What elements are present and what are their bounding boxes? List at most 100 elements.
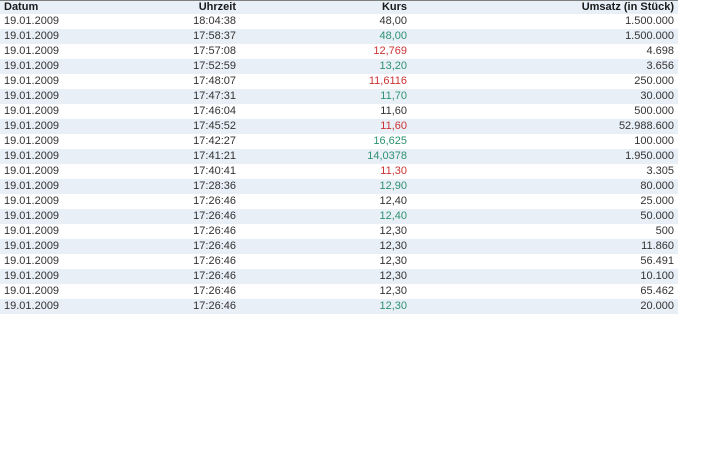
cell-umsatz: 80.000 — [411, 179, 678, 194]
cell-kurs: 11,60 — [240, 119, 411, 134]
cell-uhrzeit: 17:26:46 — [193, 195, 236, 207]
cell-uhrzeit: 17:40:41 — [193, 165, 236, 177]
cell-kurs: 12,40 — [379, 195, 407, 207]
cell-umsatz: 1.500.000 — [625, 15, 674, 27]
cell-uhrzeit: 17:48:07 — [193, 75, 236, 87]
cell-uhrzeit: 17:26:46 — [193, 225, 236, 237]
column-header-umsatz: Umsatz (in Stück) — [411, 0, 678, 14]
table-row: 19.01.2009 17:26:46 12,30 10.100 — [0, 269, 678, 284]
cell-umsatz: 3.305 — [646, 165, 674, 177]
cell-umsatz: 50.000 — [411, 209, 678, 224]
cell-datum: 19.01.2009 — [0, 149, 170, 164]
table-row: 19.01.2009 17:26:46 12,30 20.000 — [0, 299, 678, 314]
cell-uhrzeit: 17:26:46 — [170, 209, 240, 224]
cell-umsatz: 11.860 — [411, 239, 678, 254]
cell-kurs: 12,30 — [240, 239, 411, 254]
cell-datum: 19.01.2009 — [0, 269, 170, 284]
table-row: 19.01.2009 17:48:07 11,6116 250.000 — [0, 74, 678, 89]
cell-umsatz: 100.000 — [634, 135, 674, 147]
cell-kurs: 11,30 — [380, 165, 407, 177]
cell-kurs: 14,0378 — [240, 149, 411, 164]
cell-datum: 19.01.2009 — [0, 89, 170, 104]
cell-datum: 19.01.2009 — [4, 75, 60, 87]
cell-umsatz: 4.698 — [646, 45, 674, 57]
cell-kurs: 48,00 — [240, 29, 411, 44]
cell-datum: 19.01.2009 — [4, 165, 60, 177]
cell-umsatz: 1.950.000 — [411, 149, 678, 164]
cell-umsatz: 3.656 — [411, 59, 678, 74]
table-row: 19.01.2009 18:04:38 48,00 1.500.000 — [0, 14, 678, 29]
cell-uhrzeit: 17:46:04 — [193, 105, 236, 117]
table-row: 19.01.2009 17:28:36 12,90 80.000 — [0, 179, 678, 194]
cell-umsatz: 65.462 — [640, 285, 674, 297]
table-row: 19.01.2009 17:40:41 11,30 3.305 — [0, 164, 678, 179]
cell-kurs: 12,30 — [379, 255, 407, 267]
cell-uhrzeit: 17:26:46 — [193, 255, 236, 267]
cell-kurs: 12,40 — [240, 209, 411, 224]
table-row: 19.01.2009 17:26:46 12,40 25.000 — [0, 194, 678, 209]
cell-datum: 19.01.2009 — [0, 209, 170, 224]
cell-umsatz: 20.000 — [411, 299, 678, 314]
table-row: 19.01.2009 17:42:27 16,625 100.000 — [0, 134, 678, 149]
cell-datum: 19.01.2009 — [0, 239, 170, 254]
cell-umsatz: 250.000 — [634, 75, 674, 87]
cell-umsatz: 1.500.000 — [411, 29, 678, 44]
cell-umsatz: 30.000 — [411, 89, 678, 104]
table-row: 19.01.2009 17:57:08 12,769 4.698 — [0, 44, 678, 59]
table-row: 19.01.2009 17:58:37 48,00 1.500.000 — [0, 29, 678, 44]
table-row: 19.01.2009 17:26:46 12,30 11.860 — [0, 239, 678, 254]
cell-datum: 19.01.2009 — [4, 45, 60, 57]
column-header-datum: Datum — [0, 0, 170, 14]
table-row: 19.01.2009 17:26:46 12,40 50.000 — [0, 209, 678, 224]
cell-datum: 19.01.2009 — [0, 59, 170, 74]
cell-datum: 19.01.2009 — [0, 299, 170, 314]
cell-kurs: 12,30 — [379, 225, 407, 237]
trades-table: Datum Uhrzeit Kurs Umsatz (in Stück) 19.… — [0, 0, 678, 314]
cell-datum: 19.01.2009 — [4, 105, 60, 117]
cell-datum: 19.01.2009 — [4, 285, 60, 297]
cell-uhrzeit: 17:26:46 — [193, 285, 236, 297]
table-row: 19.01.2009 17:45:52 11,60 52.988.600 — [0, 119, 678, 134]
cell-uhrzeit: 17:26:46 — [170, 269, 240, 284]
cell-uhrzeit: 17:26:46 — [170, 299, 240, 314]
cell-umsatz: 10.100 — [411, 269, 678, 284]
table-row: 19.01.2009 17:26:46 12,30 500 — [0, 224, 678, 239]
cell-kurs: 12,30 — [240, 299, 411, 314]
cell-uhrzeit: 17:57:08 — [193, 45, 236, 57]
cell-uhrzeit: 17:41:21 — [170, 149, 240, 164]
cell-uhrzeit: 17:52:59 — [170, 59, 240, 74]
cell-uhrzeit: 17:45:52 — [170, 119, 240, 134]
cell-datum: 19.01.2009 — [0, 119, 170, 134]
cell-uhrzeit: 18:04:38 — [193, 15, 236, 27]
table-row: 19.01.2009 17:26:46 12,30 65.462 — [0, 284, 678, 299]
cell-umsatz: 56.491 — [640, 255, 674, 267]
column-header-kurs: Kurs — [240, 0, 411, 14]
table-row: 19.01.2009 17:46:04 11,60 500.000 — [0, 104, 678, 119]
column-header-uhrzeit: Uhrzeit — [170, 0, 240, 14]
cell-uhrzeit: 17:26:46 — [170, 239, 240, 254]
table-row: 19.01.2009 17:52:59 13,20 3.656 — [0, 59, 678, 74]
cell-uhrzeit: 17:47:31 — [170, 89, 240, 104]
table-row: 19.01.2009 17:41:21 14,0378 1.950.000 — [0, 149, 678, 164]
cell-datum: 19.01.2009 — [0, 29, 170, 44]
cell-kurs: 12,90 — [240, 179, 411, 194]
cell-kurs: 11,6116 — [368, 75, 407, 87]
cell-datum: 19.01.2009 — [0, 179, 170, 194]
cell-umsatz: 500 — [655, 225, 674, 237]
cell-uhrzeit: 17:42:27 — [193, 135, 236, 147]
cell-kurs: 48,00 — [379, 15, 407, 27]
table-row: 19.01.2009 17:47:31 11,70 30.000 — [0, 89, 678, 104]
cell-kurs: 11,70 — [240, 89, 411, 104]
cell-umsatz: 52.988.600 — [411, 119, 678, 134]
cell-datum: 19.01.2009 — [4, 135, 60, 147]
cell-umsatz: 25.000 — [640, 195, 674, 207]
cell-uhrzeit: 17:28:36 — [170, 179, 240, 194]
cell-datum: 19.01.2009 — [4, 225, 60, 237]
cell-uhrzeit: 17:58:37 — [170, 29, 240, 44]
cell-kurs: 13,20 — [240, 59, 411, 74]
cell-kurs: 12,769 — [373, 45, 407, 57]
cell-datum: 19.01.2009 — [4, 255, 60, 267]
cell-kurs: 16,625 — [373, 135, 407, 147]
cell-umsatz: 500.000 — [634, 105, 674, 117]
cell-kurs: 11,60 — [380, 105, 407, 117]
